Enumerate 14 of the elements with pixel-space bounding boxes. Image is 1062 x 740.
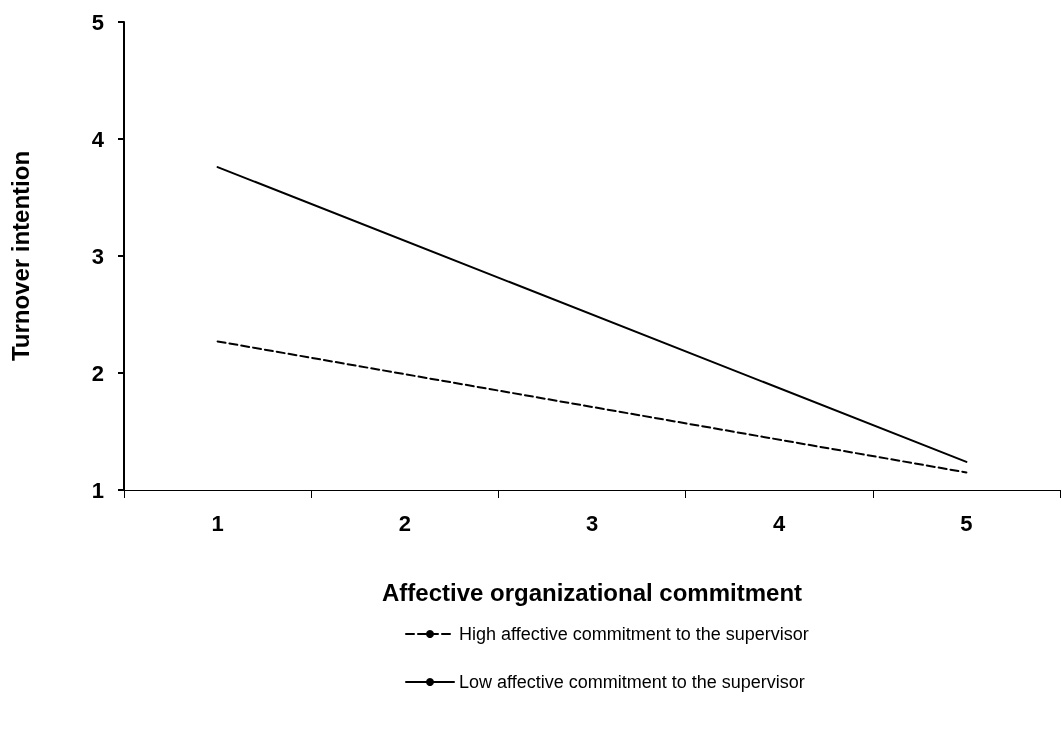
x-tick-label: 1 bbox=[211, 510, 224, 536]
y-tick-label: 3 bbox=[91, 243, 104, 269]
y-tick-label: 2 bbox=[91, 360, 104, 386]
legend-label: High affective commitment to the supervisor bbox=[459, 624, 809, 644]
x-tick-label: 3 bbox=[585, 510, 599, 536]
x-axis-title: Affective organizational commitment bbox=[381, 578, 803, 606]
y-tick-label: 5 bbox=[91, 9, 104, 35]
x-tick-label: 4 bbox=[773, 510, 787, 536]
y-axis-title: Turnover intention bbox=[6, 150, 34, 362]
x-tick-label: 5 bbox=[960, 510, 973, 536]
y-tick-label: 1 bbox=[91, 477, 104, 503]
y-tick-label: 4 bbox=[91, 126, 105, 152]
x-tick-label: 2 bbox=[398, 510, 411, 536]
legend-label: Low affective commitment to the supervisor bbox=[459, 672, 805, 692]
